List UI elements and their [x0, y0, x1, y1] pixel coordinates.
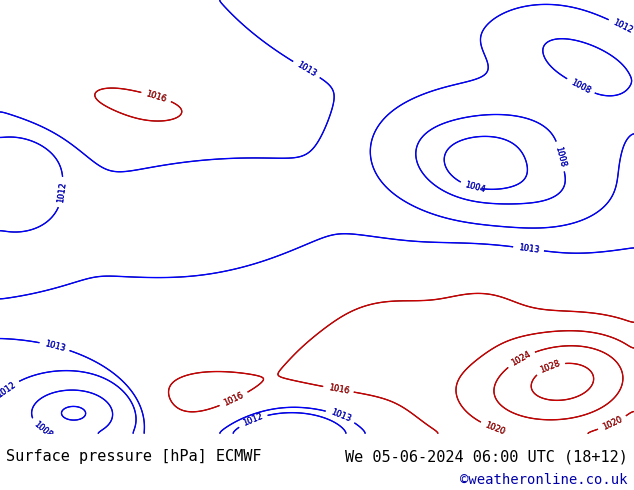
Text: 1016: 1016 — [327, 383, 349, 395]
Text: We 05-06-2024 06:00 UTC (18+12): We 05-06-2024 06:00 UTC (18+12) — [345, 449, 628, 465]
Text: 1012: 1012 — [611, 18, 634, 35]
Text: 1012: 1012 — [56, 181, 68, 203]
Text: 1028: 1028 — [539, 359, 562, 375]
Text: 1008: 1008 — [569, 77, 592, 96]
Text: 1013: 1013 — [295, 60, 318, 79]
Text: 1013: 1013 — [43, 339, 66, 353]
Text: 1016: 1016 — [223, 391, 245, 408]
Text: 1004: 1004 — [464, 180, 486, 195]
Text: 1020: 1020 — [484, 420, 507, 437]
Text: 1008: 1008 — [32, 419, 54, 440]
Text: 1012: 1012 — [0, 380, 18, 400]
Text: 1004: 1004 — [464, 180, 486, 195]
Text: 1012: 1012 — [611, 18, 634, 35]
Text: 1008: 1008 — [553, 145, 567, 168]
Text: 1013: 1013 — [295, 60, 318, 79]
Text: 1016: 1016 — [327, 383, 349, 395]
Text: 1028: 1028 — [539, 359, 562, 375]
Text: 1016: 1016 — [223, 391, 245, 408]
Text: 1016: 1016 — [145, 89, 167, 104]
Text: 1020: 1020 — [601, 415, 624, 432]
Text: 1012: 1012 — [242, 412, 264, 428]
Text: 1020: 1020 — [484, 420, 507, 437]
Text: 1013: 1013 — [43, 339, 66, 353]
Text: 1024: 1024 — [510, 349, 533, 368]
Text: 1008: 1008 — [553, 145, 567, 168]
Text: 1013: 1013 — [517, 243, 540, 255]
Text: 1013: 1013 — [329, 408, 352, 424]
Text: Surface pressure [hPa] ECMWF: Surface pressure [hPa] ECMWF — [6, 449, 262, 465]
Text: 1008: 1008 — [32, 419, 54, 440]
Text: 1016: 1016 — [145, 89, 167, 104]
Text: ©weatheronline.co.uk: ©weatheronline.co.uk — [460, 473, 628, 487]
Text: 1012: 1012 — [0, 380, 18, 400]
Text: 1013: 1013 — [329, 408, 352, 424]
Text: 1012: 1012 — [242, 412, 264, 428]
Text: 1013: 1013 — [517, 243, 540, 255]
Text: 1008: 1008 — [569, 77, 592, 96]
Text: 1012: 1012 — [56, 181, 68, 203]
Text: 1024: 1024 — [510, 349, 533, 368]
Text: 1020: 1020 — [601, 415, 624, 432]
